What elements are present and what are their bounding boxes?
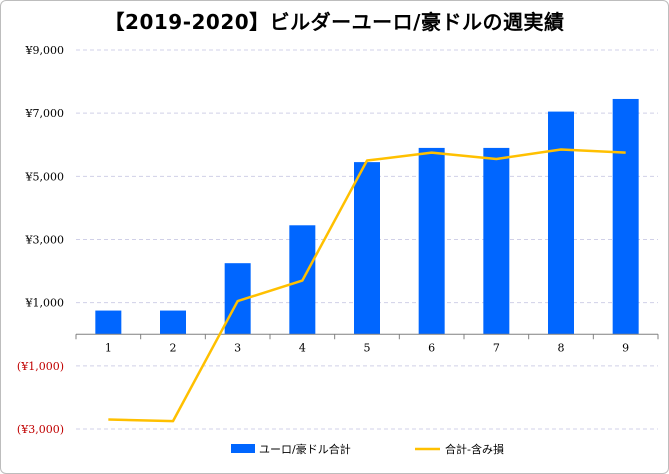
bar xyxy=(418,147,445,335)
bar xyxy=(612,98,639,335)
series-line xyxy=(108,148,626,423)
bar xyxy=(354,162,380,335)
y-tick-label: (¥1,000) xyxy=(17,360,64,373)
legend: ユーロ/豪ドル合計 合計-含み損 xyxy=(231,442,504,456)
x-tick-label: 7 xyxy=(493,341,500,354)
x-tick-label: 3 xyxy=(234,341,241,354)
x-tick-labels: 1 2 3 4 5 6 7 8 9 xyxy=(75,334,659,354)
legend-label-line: 合計-含み損 xyxy=(445,442,504,456)
y-tick-label: (¥3,000) xyxy=(17,423,64,436)
x-tick-label: 5 xyxy=(364,341,371,354)
y-tick-label: ¥7,000 xyxy=(25,107,65,120)
y-tick-label: ¥3,000 xyxy=(25,234,65,247)
y-tick-label: ¥1,000 xyxy=(25,297,65,310)
x-tick-label: 4 xyxy=(299,341,306,354)
bar xyxy=(483,147,510,335)
bar xyxy=(160,310,186,335)
x-tick-label: 8 xyxy=(558,341,565,354)
x-tick-label: 2 xyxy=(170,341,177,354)
legend-label-bar: ユーロ/豪ドル合計 xyxy=(259,442,351,456)
bar-series xyxy=(95,98,639,335)
bar xyxy=(548,111,574,335)
y-tick-label: ¥5,000 xyxy=(25,170,65,183)
x-tick-label: 6 xyxy=(428,341,435,354)
legend-swatch-bar xyxy=(231,444,255,453)
x-tick-label: 1 xyxy=(105,341,112,354)
y-tick-label: ¥9,000 xyxy=(25,44,65,57)
x-tick-label: 9 xyxy=(622,341,629,354)
line-series xyxy=(108,148,626,423)
y-tick-labels: ¥9,000 ¥7,000 ¥5,000 ¥3,000 ¥1,000 (¥1,000) (¥… xyxy=(17,44,64,436)
chart-title: 【2019-2020】ビルダーユーロ/豪ドルの週実績 xyxy=(104,10,565,34)
bar xyxy=(95,310,122,335)
